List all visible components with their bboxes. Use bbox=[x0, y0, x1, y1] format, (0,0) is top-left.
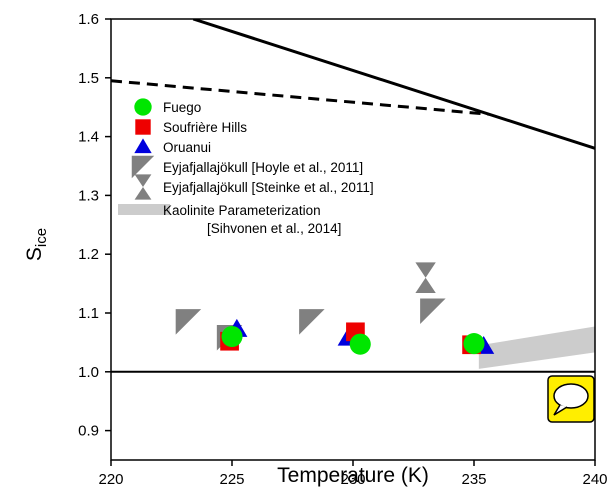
y-tick-label: 1.6 bbox=[78, 11, 99, 28]
x-tick-label: 220 bbox=[98, 471, 123, 488]
legend-label: Eyjafjallajökull [Hoyle et al., 2011] bbox=[163, 160, 363, 175]
y-axis-label: Sice bbox=[23, 228, 50, 261]
x-tick-label: 240 bbox=[582, 471, 607, 488]
marker-wedge-eyjafjallajkull bbox=[420, 298, 446, 324]
legend: Fuego Soufrière Hills Oruanui Eyjafjallajök… bbox=[118, 98, 374, 236]
reference-line-dashed bbox=[111, 79, 489, 116]
kaolinite-band bbox=[478, 326, 595, 369]
legend-swatch-hourglass bbox=[134, 174, 152, 200]
marker-wedge-eyjafjallajkull bbox=[299, 309, 325, 335]
x-axis-label: Temperature (K) bbox=[277, 464, 429, 487]
marker-circle-fuego bbox=[349, 333, 371, 355]
legend-swatch-wedge bbox=[131, 155, 155, 179]
icon-bubble bbox=[553, 383, 589, 409]
x-tick-label: 230 bbox=[340, 471, 365, 488]
marker-hourglass-eyjafjallajkull bbox=[415, 262, 436, 294]
legend-swatch-square bbox=[135, 119, 151, 135]
legend-swatch-triangle bbox=[134, 138, 152, 154]
legend-label: Soufrière Hills bbox=[163, 120, 247, 135]
legend-swatch-circle bbox=[134, 98, 152, 116]
data-points bbox=[175, 262, 595, 369]
y-tick-label: 1.2 bbox=[78, 246, 99, 263]
y-axis-label-sub: ice bbox=[33, 228, 50, 247]
reference-lines bbox=[111, 19, 595, 373]
y-tick-label: 1.5 bbox=[78, 70, 99, 87]
y-axis-label-main: S bbox=[23, 247, 46, 261]
icon-bubble-tail bbox=[553, 404, 568, 416]
legend-swatch-band bbox=[118, 204, 170, 215]
y-tick-label: 1.1 bbox=[78, 305, 99, 322]
y-tick-label: 1.0 bbox=[78, 364, 99, 381]
y-tick-label: 0.9 bbox=[78, 423, 99, 440]
marker-wedge-eyjafjallajkull bbox=[175, 309, 202, 335]
legend-label: Kaolinite Parameterization bbox=[163, 203, 321, 218]
y-tick-label: 1.4 bbox=[78, 129, 99, 146]
y-tick-label: 1.3 bbox=[78, 187, 99, 204]
reference-line-solid bbox=[192, 19, 595, 150]
marker-circle-fuego bbox=[463, 333, 485, 355]
legend-label: Fuego bbox=[163, 100, 201, 115]
legend-label-line2: [Sihvonen et al., 2014] bbox=[207, 221, 341, 236]
plot-frame bbox=[110, 18, 596, 461]
marker-circle-fuego bbox=[221, 325, 243, 348]
x-tick-label: 225 bbox=[219, 471, 244, 488]
x-tick-label: 235 bbox=[461, 471, 486, 488]
legend-label: Oruanui bbox=[163, 140, 211, 155]
speech-bubble-icon[interactable] bbox=[547, 375, 595, 423]
legend-label: Eyjafjallajökull [Steinke et al., 2011] bbox=[163, 180, 374, 195]
axes: 220 225 230 235 240 0.9 1.0 1.1 1.2 1.3 1.4 1.5 1.6 bbox=[78, 11, 607, 488]
